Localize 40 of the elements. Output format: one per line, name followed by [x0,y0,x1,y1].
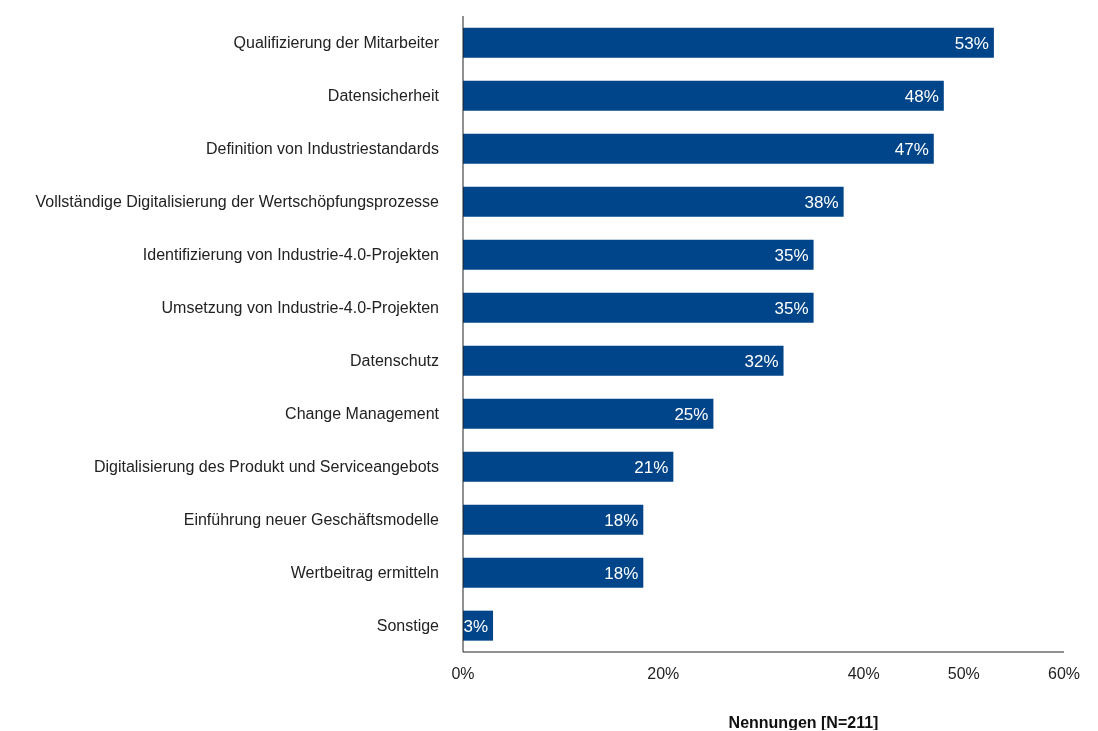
y-tick-label: Wertbeitrag ermitteln [290,564,439,582]
y-tick-label: Digitalisierung des Produkt und Serviceangebots [93,458,439,476]
y-tick-label: Vollständige Digitalisierung der Wertschöpfungsprozesse [35,193,440,211]
y-tick-label: Einführung neuer Geschäftsmodelle [183,511,440,529]
bar [463,133,934,164]
data-label: 47% [894,139,929,159]
data-label: 18% [604,510,639,530]
x-tick-label: 50% [947,665,980,683]
data-label: 21% [634,457,669,477]
y-tick-label: Identifizierung von Industrie-4.0-Projekten [142,246,439,264]
data-label: 32% [744,351,779,371]
data-label: 35% [774,298,809,318]
y-tick-label: Change Management [285,405,440,423]
y-tick-label: Qualifizierung der Mitarbeiter [233,34,440,52]
data-label: 35% [774,245,809,265]
y-tick-label: Datensicherheit [327,87,440,105]
x-tick-label: 40% [847,665,880,683]
data-label: 38% [804,192,839,212]
bar [463,345,784,376]
bar [463,27,994,58]
y-tick-label: Datenschutz [350,352,439,370]
bar [463,557,644,588]
bar [463,504,644,535]
bar [463,451,674,482]
y-tick-label: Umsetzung von Industrie-4.0-Projekten [161,299,439,317]
y-tick-label: Sonstige [376,617,440,635]
bar [463,292,814,323]
bar [463,398,714,429]
data-label: 25% [674,404,709,424]
x-tick-label: 0% [451,665,475,683]
y-tick-label: Definition von Industriestandards [205,140,439,158]
bar [463,80,944,111]
x-tick-label: 60% [1047,665,1081,683]
data-label: 48% [904,86,939,106]
data-label: 53% [954,33,989,53]
bar [463,239,814,270]
data-label: 3% [463,616,489,636]
bar [463,186,844,217]
x-tick-label: 20% [647,665,680,683]
data-label: 18% [604,563,639,583]
